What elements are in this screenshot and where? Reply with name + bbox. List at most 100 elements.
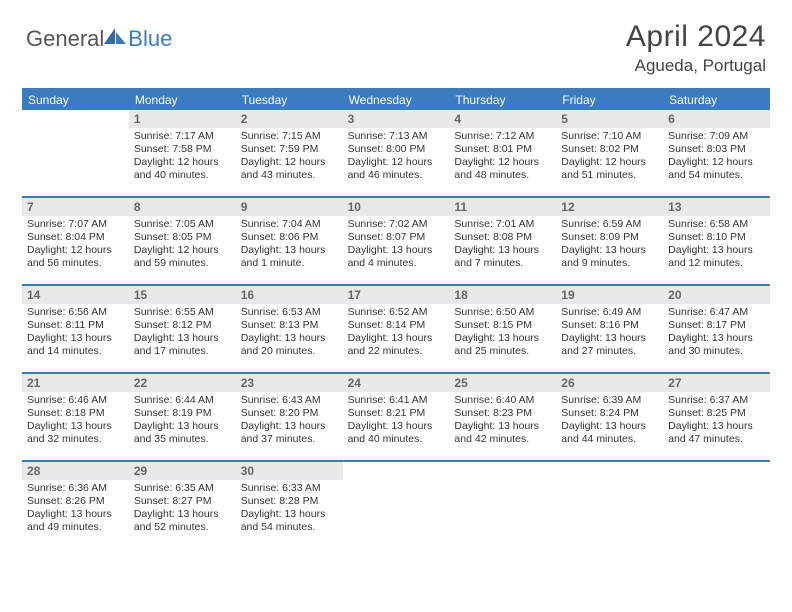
day-cell (343, 462, 450, 548)
day-details: Sunrise: 6:59 AMSunset: 8:09 PMDaylight:… (556, 216, 663, 274)
day-cell (663, 462, 770, 548)
day-details: Sunrise: 7:01 AMSunset: 8:08 PMDaylight:… (449, 216, 556, 274)
day-number: 13 (663, 198, 770, 216)
day-number: 5 (556, 110, 663, 128)
day-details: Sunrise: 6:56 AMSunset: 8:11 PMDaylight:… (22, 304, 129, 362)
sunrise-text: Sunrise: 6:59 AM (561, 218, 658, 231)
day-details: Sunrise: 6:35 AMSunset: 8:27 PMDaylight:… (129, 480, 236, 538)
sunrise-text: Sunrise: 6:49 AM (561, 306, 658, 319)
day-details: Sunrise: 6:43 AMSunset: 8:20 PMDaylight:… (236, 392, 343, 450)
sunrise-text: Sunrise: 7:07 AM (27, 218, 124, 231)
day-cell: 28Sunrise: 6:36 AMSunset: 8:26 PMDayligh… (22, 462, 129, 548)
sunset-text: Sunset: 8:09 PM (561, 231, 658, 244)
sunset-text: Sunset: 8:28 PM (241, 495, 338, 508)
day-cell: 26Sunrise: 6:39 AMSunset: 8:24 PMDayligh… (556, 374, 663, 460)
day-details: Sunrise: 7:04 AMSunset: 8:06 PMDaylight:… (236, 216, 343, 274)
day-number: 6 (663, 110, 770, 128)
daylight-text: Daylight: 13 hours and 20 minutes. (241, 332, 338, 358)
sunrise-text: Sunrise: 7:02 AM (348, 218, 445, 231)
sunset-text: Sunset: 8:14 PM (348, 319, 445, 332)
daylight-text: Daylight: 13 hours and 44 minutes. (561, 420, 658, 446)
day-cell: 27Sunrise: 6:37 AMSunset: 8:25 PMDayligh… (663, 374, 770, 460)
daylight-text: Daylight: 12 hours and 46 minutes. (348, 156, 445, 182)
day-details: Sunrise: 6:46 AMSunset: 8:18 PMDaylight:… (22, 392, 129, 450)
day-details: Sunrise: 6:37 AMSunset: 8:25 PMDaylight:… (663, 392, 770, 450)
day-details: Sunrise: 6:36 AMSunset: 8:26 PMDaylight:… (22, 480, 129, 538)
day-details: Sunrise: 6:47 AMSunset: 8:17 PMDaylight:… (663, 304, 770, 362)
sunrise-text: Sunrise: 6:50 AM (454, 306, 551, 319)
sunset-text: Sunset: 8:23 PM (454, 407, 551, 420)
day-details: Sunrise: 6:33 AMSunset: 8:28 PMDaylight:… (236, 480, 343, 538)
day-number: 1 (129, 110, 236, 128)
day-cell: 13Sunrise: 6:58 AMSunset: 8:10 PMDayligh… (663, 198, 770, 284)
day-cell: 15Sunrise: 6:55 AMSunset: 8:12 PMDayligh… (129, 286, 236, 372)
daylight-text: Daylight: 13 hours and 32 minutes. (27, 420, 124, 446)
sunset-text: Sunset: 8:25 PM (668, 407, 765, 420)
sunrise-text: Sunrise: 6:53 AM (241, 306, 338, 319)
week-row: 21Sunrise: 6:46 AMSunset: 8:18 PMDayligh… (22, 374, 770, 462)
daylight-text: Daylight: 13 hours and 49 minutes. (27, 508, 124, 534)
day-details: Sunrise: 6:40 AMSunset: 8:23 PMDaylight:… (449, 392, 556, 450)
daylight-text: Daylight: 13 hours and 54 minutes. (241, 508, 338, 534)
calendar: SundayMondayTuesdayWednesdayThursdayFrid… (22, 88, 770, 548)
day-number: 18 (449, 286, 556, 304)
sunrise-text: Sunrise: 6:36 AM (27, 482, 124, 495)
day-number: 4 (449, 110, 556, 128)
day-number: 2 (236, 110, 343, 128)
day-cell (449, 462, 556, 548)
dow-tuesday: Tuesday (236, 90, 343, 110)
dow-friday: Friday (556, 90, 663, 110)
day-details: Sunrise: 7:13 AMSunset: 8:00 PMDaylight:… (343, 128, 450, 186)
day-number: 9 (236, 198, 343, 216)
day-details: Sunrise: 7:02 AMSunset: 8:07 PMDaylight:… (343, 216, 450, 274)
daylight-text: Daylight: 13 hours and 40 minutes. (348, 420, 445, 446)
sunrise-text: Sunrise: 7:10 AM (561, 130, 658, 143)
page-title: April 2024 (626, 20, 766, 54)
sunrise-text: Sunrise: 6:40 AM (454, 394, 551, 407)
day-details: Sunrise: 6:41 AMSunset: 8:21 PMDaylight:… (343, 392, 450, 450)
dow-saturday: Saturday (663, 90, 770, 110)
day-cell: 14Sunrise: 6:56 AMSunset: 8:11 PMDayligh… (22, 286, 129, 372)
sunset-text: Sunset: 7:59 PM (241, 143, 338, 156)
sunset-text: Sunset: 8:17 PM (668, 319, 765, 332)
sunset-text: Sunset: 8:03 PM (668, 143, 765, 156)
day-cell: 10Sunrise: 7:02 AMSunset: 8:07 PMDayligh… (343, 198, 450, 284)
day-cell: 19Sunrise: 6:49 AMSunset: 8:16 PMDayligh… (556, 286, 663, 372)
sunrise-text: Sunrise: 6:43 AM (241, 394, 338, 407)
sunset-text: Sunset: 8:11 PM (27, 319, 124, 332)
dow-thursday: Thursday (449, 90, 556, 110)
day-number: 26 (556, 374, 663, 392)
day-number: 16 (236, 286, 343, 304)
sunrise-text: Sunrise: 6:55 AM (134, 306, 231, 319)
daylight-text: Daylight: 13 hours and 52 minutes. (134, 508, 231, 534)
day-details: Sunrise: 6:52 AMSunset: 8:14 PMDaylight:… (343, 304, 450, 362)
day-number: 14 (22, 286, 129, 304)
day-number: 3 (343, 110, 450, 128)
day-number: 22 (129, 374, 236, 392)
logo-text-2: Blue (128, 26, 172, 52)
day-cell: 8Sunrise: 7:05 AMSunset: 8:05 PMDaylight… (129, 198, 236, 284)
daylight-text: Daylight: 12 hours and 43 minutes. (241, 156, 338, 182)
daylight-text: Daylight: 13 hours and 42 minutes. (454, 420, 551, 446)
sunrise-text: Sunrise: 6:47 AM (668, 306, 765, 319)
day-cell: 23Sunrise: 6:43 AMSunset: 8:20 PMDayligh… (236, 374, 343, 460)
day-details: Sunrise: 7:12 AMSunset: 8:01 PMDaylight:… (449, 128, 556, 186)
calendar-body: 1Sunrise: 7:17 AMSunset: 7:58 PMDaylight… (22, 110, 770, 548)
day-number: 11 (449, 198, 556, 216)
day-cell: 7Sunrise: 7:07 AMSunset: 8:04 PMDaylight… (22, 198, 129, 284)
day-details: Sunrise: 7:17 AMSunset: 7:58 PMDaylight:… (129, 128, 236, 186)
day-number: 27 (663, 374, 770, 392)
dow-sunday: Sunday (22, 90, 129, 110)
day-cell (556, 462, 663, 548)
daylight-text: Daylight: 13 hours and 22 minutes. (348, 332, 445, 358)
day-number: 30 (236, 462, 343, 480)
daylight-text: Daylight: 12 hours and 40 minutes. (134, 156, 231, 182)
sunrise-text: Sunrise: 6:39 AM (561, 394, 658, 407)
daylight-text: Daylight: 13 hours and 4 minutes. (348, 244, 445, 270)
week-row: 28Sunrise: 6:36 AMSunset: 8:26 PMDayligh… (22, 462, 770, 548)
day-number: 19 (556, 286, 663, 304)
sunset-text: Sunset: 8:02 PM (561, 143, 658, 156)
day-of-week-header: SundayMondayTuesdayWednesdayThursdayFrid… (22, 90, 770, 110)
day-cell: 17Sunrise: 6:52 AMSunset: 8:14 PMDayligh… (343, 286, 450, 372)
sunrise-text: Sunrise: 7:09 AM (668, 130, 765, 143)
